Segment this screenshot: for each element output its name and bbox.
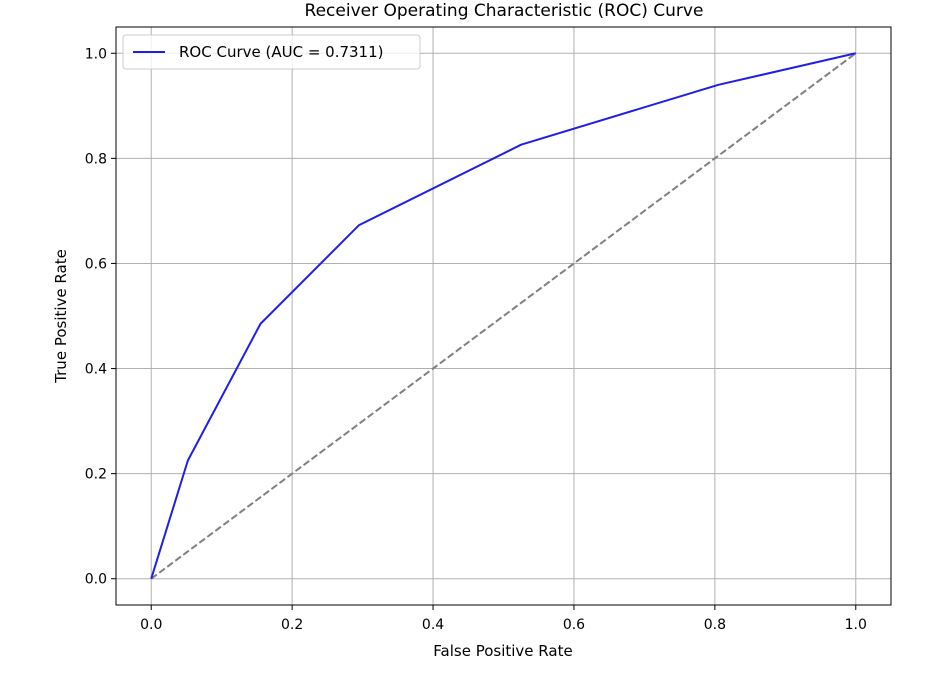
plot-border [115,26,892,606]
y-tick-label: 0.4 [85,362,107,378]
y-tick-label: 0.6 [85,256,107,272]
x-axis-ticks: 0.0 0.2 0.4 0.6 0.8 1.0 [140,605,867,633]
x-tick-label: 0.8 [704,617,726,633]
x-tick-label: 0.0 [140,617,162,633]
x-tick-label: 1.0 [845,617,867,633]
y-axis-ticks: 0.0 0.2 0.4 0.6 0.8 1.0 [85,46,116,588]
x-tick-label: 0.6 [563,617,585,633]
grid-y [116,52,891,580]
y-tick-label: 0.0 [85,572,107,588]
x-tick-label: 0.4 [422,617,444,633]
y-tick-label: 0.2 [85,467,107,483]
series-layer [150,52,857,580]
y-axis-label: True Positive Rate [52,249,70,384]
roc-curve-line [150,52,856,580]
x-axis-label: False Positive Rate [433,642,572,660]
grid-x [150,27,857,605]
chart-title: Receiver Operating Characteristic (ROC) … [305,1,704,21]
x-tick-label: 0.2 [281,617,303,633]
random-baseline-line [150,52,857,580]
legend: ROC Curve (AUC = 0.7311) [122,34,421,70]
legend-box [122,34,421,70]
y-tick-label: 1.0 [85,46,107,62]
y-tick-label: 0.8 [85,151,107,167]
legend-label-roc: ROC Curve (AUC = 0.7311) [179,43,384,61]
